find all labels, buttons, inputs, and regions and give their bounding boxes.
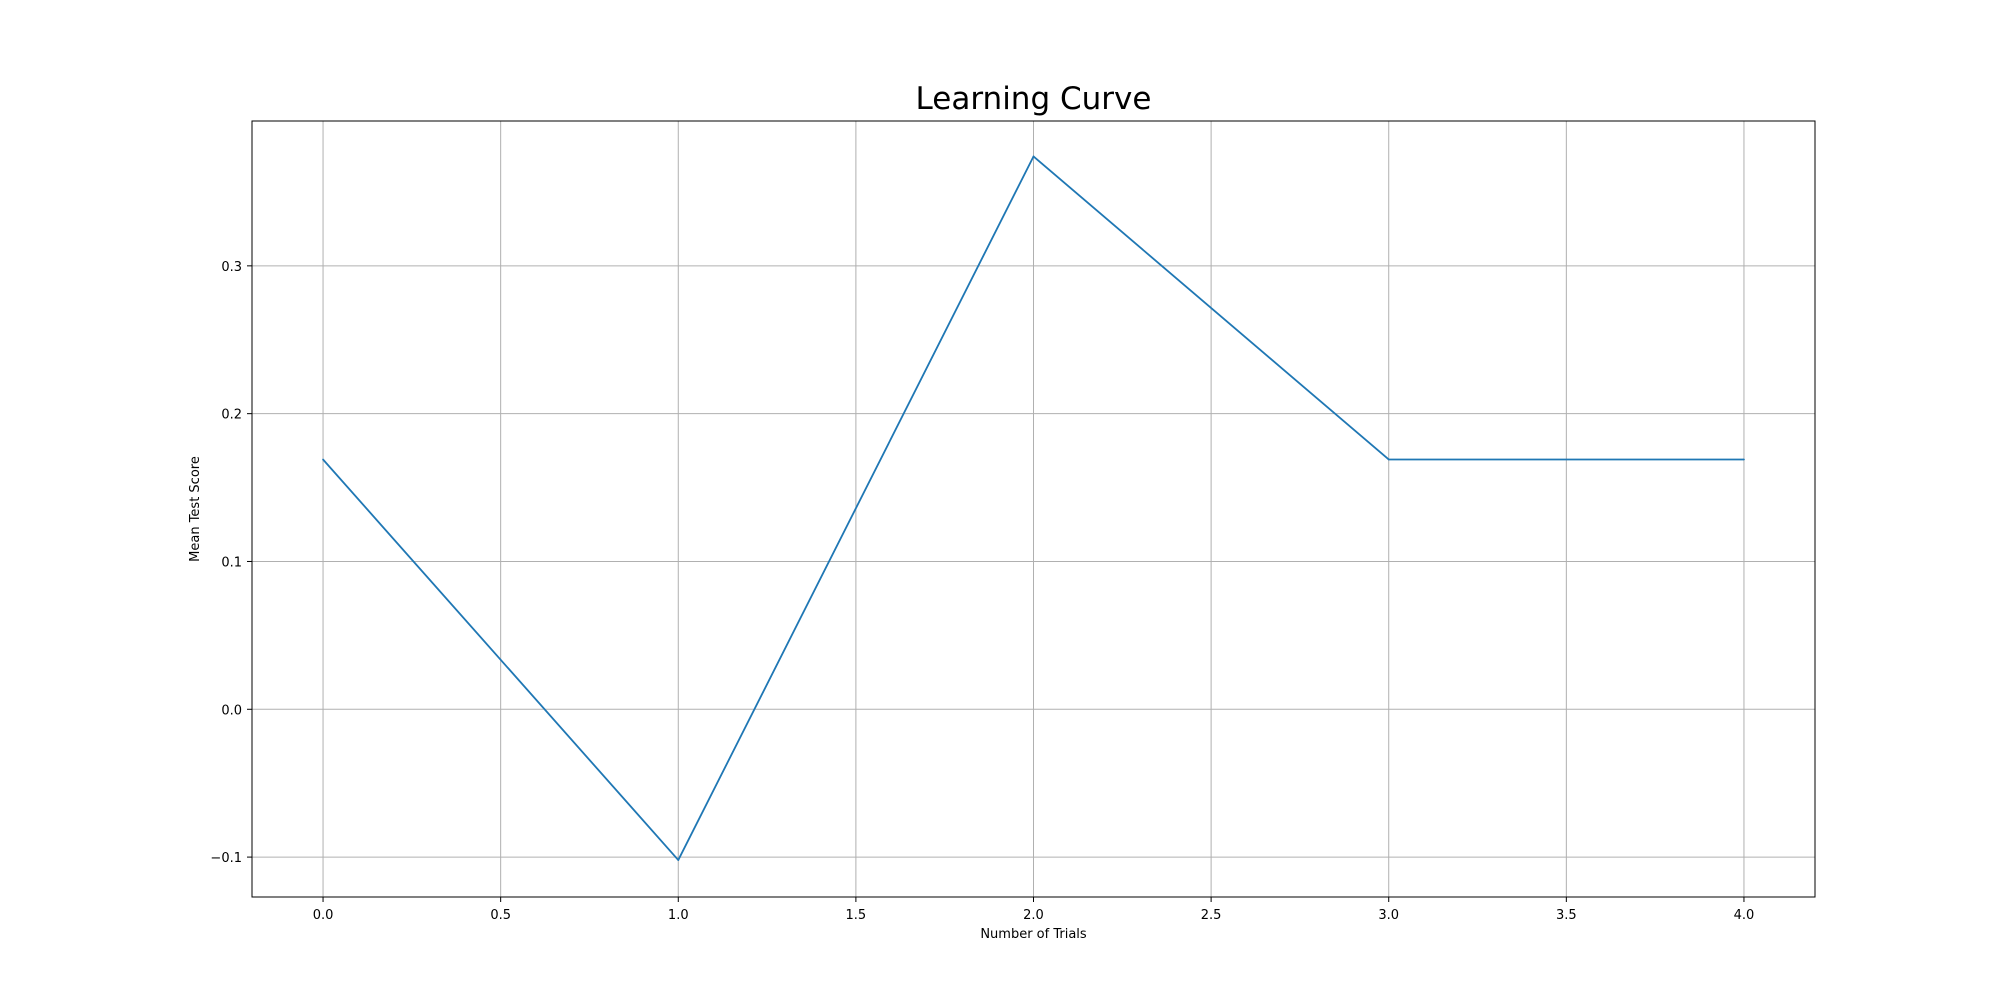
data-point	[1032, 155, 1035, 158]
series-layer	[322, 155, 1745, 861]
axis-ticks: 0.0 0.5 1.0 1.5 2.0 2.5 3.0 3.5 4.0 −0.1 0.0 0.1 0.2…	[210, 260, 1754, 923]
y-tick-label: 0.1	[221, 555, 242, 570]
y-tick-label: 0.0	[221, 703, 242, 718]
x-tick-label: 0.0	[313, 908, 334, 923]
x-tick-label: 2.0	[1023, 908, 1044, 923]
x-tick-label: 4.0	[1734, 908, 1755, 923]
data-point	[1743, 458, 1745, 461]
data-point	[677, 859, 680, 861]
y-axis-label: Mean Test Score	[188, 456, 203, 562]
x-tick-label: 1.0	[668, 908, 689, 923]
x-tick-label: 3.5	[1556, 908, 1577, 923]
y-tick-label: −0.1	[210, 851, 242, 866]
data-point	[322, 458, 324, 461]
x-tick-label: 1.5	[846, 908, 867, 923]
y-tick-label: 0.3	[221, 260, 242, 275]
data-point	[1387, 458, 1390, 461]
x-axis-label: Number of Trials	[980, 927, 1087, 942]
grid	[252, 121, 1815, 897]
y-tick-label: 0.2	[221, 408, 242, 423]
x-tick-label: 3.0	[1378, 908, 1399, 923]
x-tick-label: 2.5	[1201, 908, 1222, 923]
x-tick-label: 0.5	[490, 908, 511, 923]
chart-title: Learning Curve	[916, 81, 1152, 117]
